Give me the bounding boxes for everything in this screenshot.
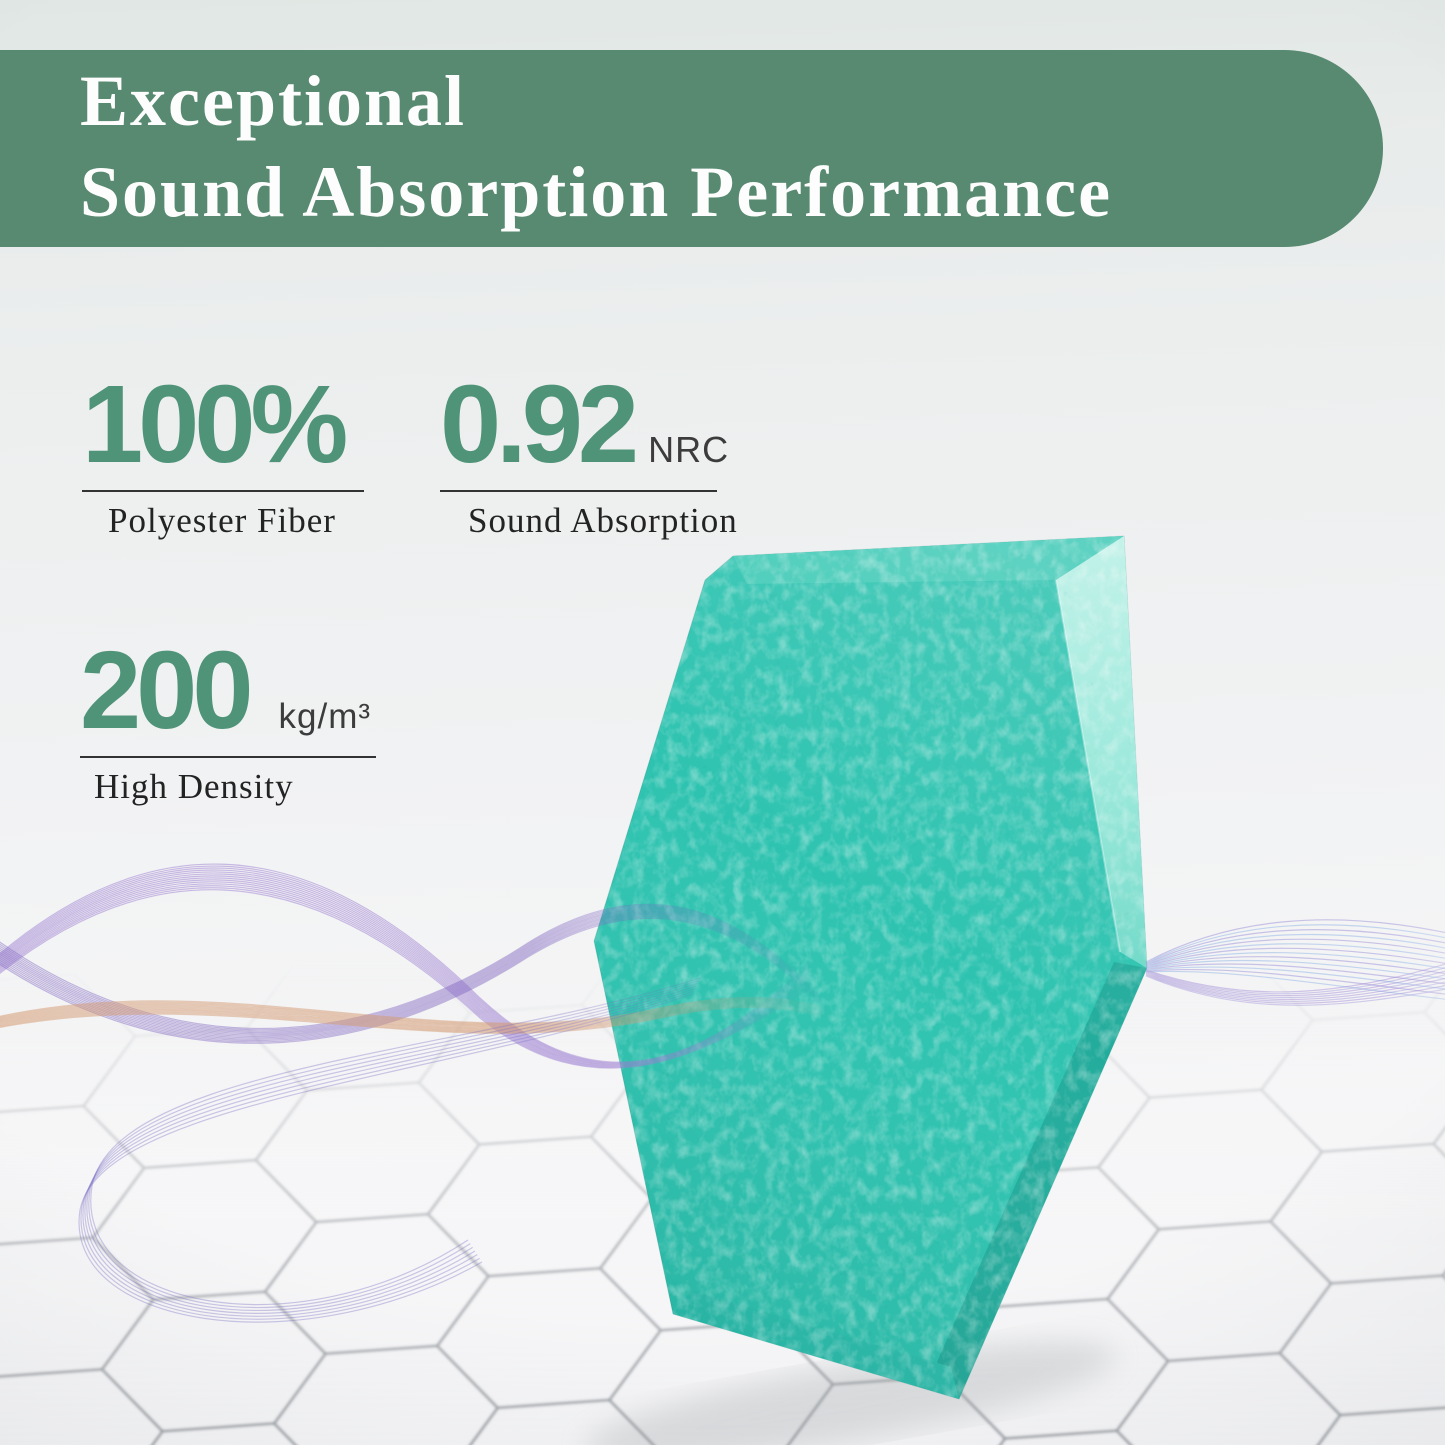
stat-label: High Density (94, 767, 294, 806)
title-line-1: Exceptional (80, 61, 467, 141)
stat-label: Sound Absorption (468, 501, 738, 540)
stat-underline (80, 756, 376, 758)
stat-unit: NRC (648, 429, 730, 470)
stat-nrc-rating: 0.92 NRC Sound Absorption (440, 363, 738, 541)
stat-density: 200 kg/m³ High Density (80, 636, 376, 807)
stat-value: 200 (80, 629, 254, 752)
stat-polyester-fiber: 100% Polyester Fiber (82, 370, 364, 541)
incoming-wave-lines (0, 863, 836, 1323)
title-banner: Exceptional Sound Absorption Performance (0, 50, 1383, 247)
page-title: Exceptional Sound Absorption Performance (0, 50, 1383, 238)
stat-underline (82, 490, 364, 492)
panel-shadow (584, 1342, 1116, 1445)
stat-value: 0.92 (440, 363, 639, 486)
outgoing-wave-lines (1145, 919, 1445, 1006)
stat-value: 100% (82, 363, 348, 486)
title-line-2: Sound Absorption Performance (80, 152, 1113, 232)
stat-label: Polyester Fiber (108, 501, 336, 540)
stat-unit: kg/m³ (278, 697, 372, 736)
stat-underline (440, 490, 717, 492)
